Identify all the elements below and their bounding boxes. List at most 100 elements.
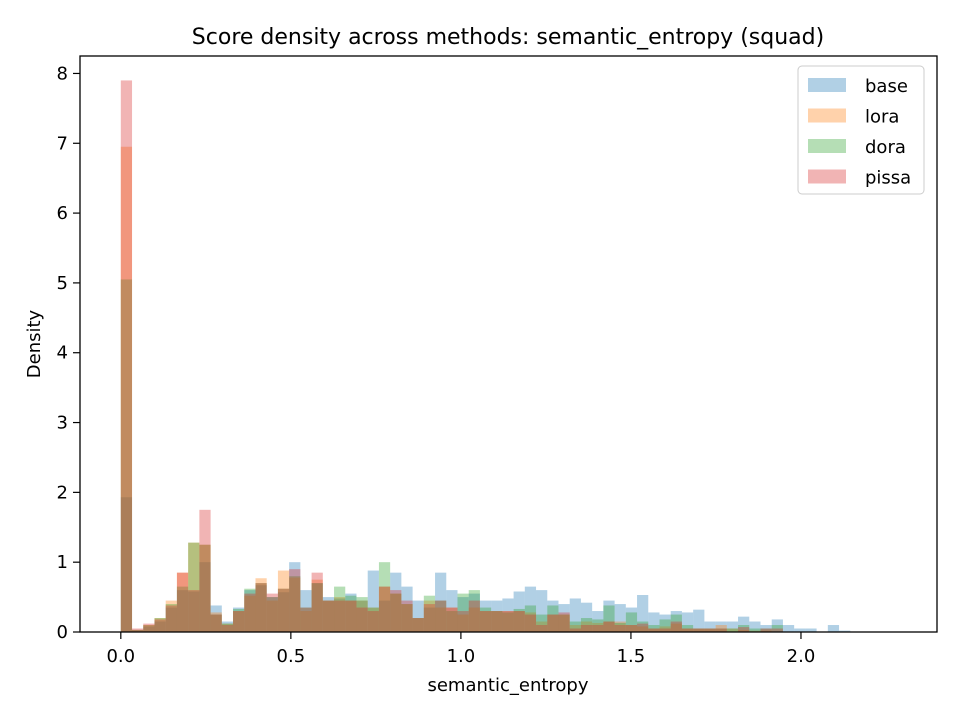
bar-pissa-40 [569,628,581,632]
bar-lora-40 [569,625,581,632]
bar-base-27 [423,607,436,632]
bar-base-19 [334,598,346,632]
bar-dora-54 [726,628,739,632]
bar-pissa-4 [165,605,177,632]
bar-pissa-57 [760,628,772,632]
bar-pissa-3 [154,619,166,632]
bar-pissa-36 [524,614,537,632]
bar-base-54 [726,621,739,632]
bar-dora-35 [513,608,525,632]
bar-pissa-20 [345,600,357,632]
bar-dora-21 [356,597,368,632]
bar-dora-33 [491,611,503,632]
bar-pissa-10 [233,611,245,632]
bar-lora-25 [401,604,413,632]
bar-dora-16 [300,607,312,632]
bar-dora-47 [648,625,660,632]
bar-pissa-55 [738,627,750,632]
y-tick-label: 1 [57,552,68,573]
bar-base-28 [435,572,447,632]
bar-dora-50 [681,625,694,632]
bar-lora-30 [457,614,469,632]
bar-pissa-6 [188,590,200,632]
bar-dora-14 [277,588,290,632]
x-tick-label: 1.5 [617,646,646,667]
bar-lora-52 [704,628,716,632]
bar-pissa-38 [547,614,559,632]
bar-pissa-46 [637,623,649,632]
bar-base-35 [513,591,525,632]
bar-pissa-26 [412,618,424,632]
bar-lora-4 [165,600,177,632]
bar-dora-48 [659,619,671,632]
bar-pissa-41 [580,625,593,632]
bar-base-42 [592,611,604,632]
bar-lora-54 [726,628,739,632]
bar-base-30 [457,597,469,632]
bar-base-43 [603,600,615,632]
bar-base-40 [569,598,581,632]
bar-base-57 [760,625,772,632]
bar-base-44 [614,604,626,632]
bar-base-46 [637,595,649,632]
bar-dora-13 [266,597,278,632]
bar-dora-28 [435,600,447,632]
bar-dora-55 [738,625,750,632]
bar-base-59 [782,625,795,632]
bar-base-14 [277,592,290,632]
bar-lora-45 [625,625,638,632]
bar-dora-41 [580,618,593,632]
y-tick-label: 3 [57,413,68,434]
bar-dora-53 [715,628,727,632]
bar-pissa-33 [491,611,503,632]
legend-label-base: base [865,76,908,97]
bar-lora-49 [670,623,682,632]
bar-base-41 [580,602,593,632]
bar-pissa-5 [176,572,189,632]
bar-lora-26 [412,618,424,632]
bar-base-18 [322,597,335,632]
bar-pissa-17 [311,572,323,632]
bar-pissa-37 [536,625,548,632]
y-axis-ticks: 0 1 2 3 4 5 6 7 8 [57,63,80,643]
x-tick-label: 1.0 [447,646,476,667]
bar-base-11 [244,590,256,632]
bar-pissa-19 [334,600,346,632]
bar-dora-38 [547,605,559,632]
legend-label-pissa: pissa [865,168,911,189]
series-lora [120,146,772,632]
series-base [120,497,851,632]
bar-lora-48 [659,626,671,632]
bar-lora-35 [513,611,525,632]
bar-base-37 [536,590,548,632]
bar-dora-40 [569,621,581,632]
bar-base-2 [143,626,155,632]
bar-pissa-49 [670,621,682,632]
bar-dora-11 [244,588,256,632]
bar-dora-34 [502,612,514,632]
x-axis-ticks: 0.0 0.5 1.0 1.5 2.0 [106,632,815,667]
bar-pissa-24 [390,590,402,632]
bar-dora-2 [143,625,155,632]
bar-lora-12 [255,578,267,632]
bar-lora-15 [289,577,301,632]
bar-base-51 [693,609,705,632]
bar-lora-31 [468,607,480,632]
bar-base-38 [547,600,559,632]
bar-lora-17 [311,579,323,632]
bar-dora-43 [603,605,615,632]
bar-dora-5 [176,586,189,632]
bar-dora-6 [188,542,200,632]
plot-area-frame [79,55,938,633]
bar-lora-32 [479,611,492,632]
bar-pissa-1 [132,628,144,632]
legend-label-lora: lora [865,107,899,128]
bar-lora-39 [558,614,570,632]
y-tick-label: 8 [57,63,68,84]
bar-lora-19 [334,597,346,632]
bar-lora-10 [233,611,245,632]
bar-base-13 [266,597,278,632]
bar-pissa-14 [277,588,290,632]
bar-base-29 [446,590,458,632]
bar-base-16 [300,590,312,632]
